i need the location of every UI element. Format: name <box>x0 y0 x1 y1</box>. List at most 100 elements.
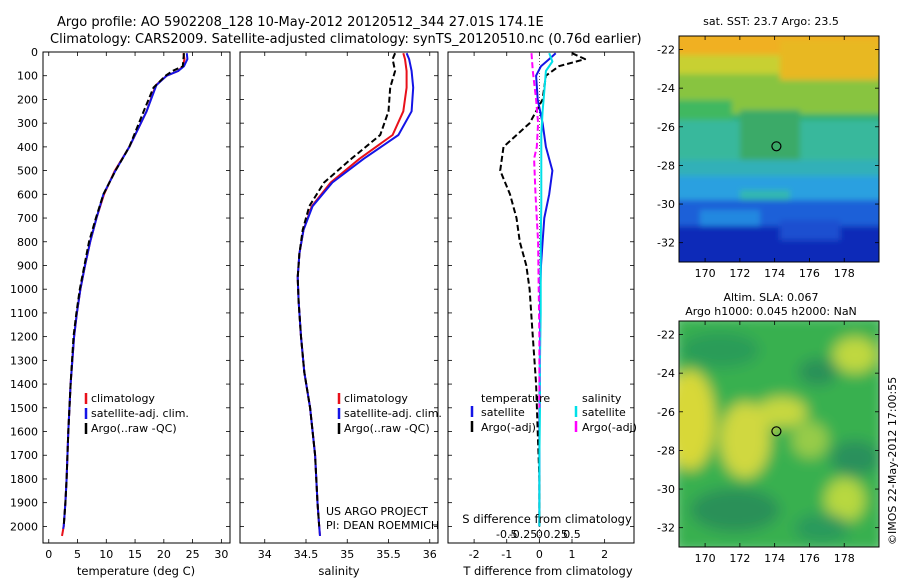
x-tick-label: 30 <box>214 548 228 561</box>
sst-map-frame <box>678 35 880 263</box>
legend-s-argo: Argo(-adj) <box>582 421 637 434</box>
map-y-tick-label: -28 <box>657 159 675 172</box>
map-y-tick-label: -22 <box>657 44 675 57</box>
legend-s-satellite: satellite <box>582 406 626 419</box>
depth-tick-label: 0 <box>31 46 38 59</box>
legend-argo: Argo(..raw -QC) <box>91 422 177 435</box>
salinity-series <box>296 52 415 536</box>
temperature-series <box>61 53 189 537</box>
map-x-tick-label: 172 <box>729 552 750 565</box>
temperature-xlabel: temperature (deg C) <box>77 564 195 578</box>
temperature-axes <box>42 51 231 544</box>
depth-tick-label: 600 <box>17 188 38 201</box>
legend-t-satellite: satellite <box>481 406 525 419</box>
depth-tick-label: 1100 <box>10 307 38 320</box>
x-tick-label: 10 <box>99 548 113 561</box>
map-x-tick-label: 172 <box>729 267 750 280</box>
map-y-tick-label: -24 <box>657 82 675 95</box>
series-line <box>530 53 541 408</box>
temperature-ticks: 0 5 10 15 20 25 30 <box>45 52 228 561</box>
depth-tick-label: 1600 <box>10 426 38 439</box>
x-tick-label: 0 <box>536 528 543 541</box>
legend-satellite: satellite-adj. clim. <box>91 407 189 420</box>
x-tick-label: -1 <box>501 548 512 561</box>
map-x-tick-label: 174 <box>764 552 785 565</box>
map-y-tick-label: -26 <box>657 406 675 419</box>
imos-credit: ©IMOS 22-May-2012 17:00:55 <box>886 377 899 545</box>
legend-climatology: climatology <box>344 392 408 405</box>
x-tick-label: 35 <box>340 548 354 561</box>
argo-location-marker <box>771 141 782 152</box>
depth-tick-label: 700 <box>17 212 38 225</box>
difference-xlabel: T difference from climatology <box>462 564 633 578</box>
difference-series <box>499 52 587 543</box>
depth-tick-label: 1700 <box>10 449 38 462</box>
difference-xlabel-top: S difference from climatology <box>462 512 632 526</box>
difference-legend: temperature salinity satellite Argo(-adj… <box>470 392 637 434</box>
map-y-tick-label: -30 <box>657 483 675 496</box>
x-tick-label: 20 <box>157 548 171 561</box>
map-y-tick-label: -28 <box>657 444 675 457</box>
x-tick-label: -0.5 <box>496 528 517 541</box>
x-tick-label: -0.25 <box>509 528 537 541</box>
depth-tick-label: 800 <box>17 236 38 249</box>
series-line <box>296 52 397 527</box>
depth-tick-label: 2000 <box>10 520 38 533</box>
x-tick-label: -2 <box>469 548 480 561</box>
sst-map-image <box>679 36 879 262</box>
map-y-tick-label: -26 <box>657 121 675 134</box>
x-tick-label: 15 <box>128 548 142 561</box>
depth-ticks: 0 100 200 300 400 500 600 700 800 900 1000 1100 1200… <box>10 46 634 533</box>
depth-tick-label: 1500 <box>10 402 38 415</box>
map-x-tick-label: 176 <box>799 552 820 565</box>
map-x-tick-label: 178 <box>834 552 855 565</box>
series-line <box>499 52 587 527</box>
map-x-tick-label: 178 <box>834 267 855 280</box>
temperature-legend: climatology satellite-adj. clim. Argo(..… <box>84 392 189 435</box>
depth-tick-label: 1900 <box>10 497 38 510</box>
sst-map-ticks: 170 172 174 176 178 -22 -24 -26 -28 -30 -32 <box>657 36 879 280</box>
x-tick-label: 36 <box>423 548 437 561</box>
map-y-tick-label: -32 <box>657 237 675 250</box>
series-line <box>62 53 185 527</box>
depth-tick-label: 300 <box>17 117 38 130</box>
salinity-ticks: 34 34.5 35 35.5 36 <box>258 52 437 561</box>
map-y-tick-label: -22 <box>657 329 675 342</box>
series-line <box>62 53 189 530</box>
map-y-tick-label: -24 <box>657 367 675 380</box>
depth-tick-label: 1200 <box>10 331 38 344</box>
map-x-tick-label: 170 <box>695 552 716 565</box>
x-tick-label: 25 <box>186 548 200 561</box>
x-tick-label: 1 <box>569 548 576 561</box>
s-difference-ticks: -0.5-0.250 0.250.5 <box>496 528 581 541</box>
x-tick-label: 0 <box>45 548 52 561</box>
depth-tick-label: 1800 <box>10 473 38 486</box>
x-tick-label: 35.5 <box>376 548 401 561</box>
map-x-tick-label: 176 <box>799 267 820 280</box>
legend-header-salinity: salinity <box>582 392 622 405</box>
map-x-tick-label: 170 <box>695 267 716 280</box>
difference-axes <box>447 51 635 544</box>
header-line2: Climatology: CARS2009. Satellite-adjuste… <box>50 32 642 47</box>
sla-map-ticks: 170 172 174 176 178 -22 -24 -26 -28 -30 -32 <box>657 321 879 565</box>
pi-annotation: PI: DEAN ROEMMICH <box>326 519 439 532</box>
salinity-axes <box>239 51 439 544</box>
depth-tick-label: 1000 <box>10 283 38 296</box>
depth-tick-label: 1400 <box>10 378 38 391</box>
legend-climatology: climatology <box>91 392 155 405</box>
map-x-tick-label: 174 <box>764 267 785 280</box>
legend-satellite: satellite-adj. clim. <box>344 407 442 420</box>
depth-tick-label: 900 <box>17 259 38 272</box>
argo-location-marker <box>771 426 782 437</box>
depth-tick-label: 400 <box>17 141 38 154</box>
series-line <box>296 52 415 536</box>
t-difference-ticks: -2 -1 0 1 2 <box>469 52 608 561</box>
legend-t-argo: Argo(-adj) <box>481 421 536 434</box>
legend-header-temperature: temperature <box>481 392 550 405</box>
x-tick-label: 2 <box>601 548 608 561</box>
x-tick-label: 34 <box>258 548 272 561</box>
depth-tick-label: 500 <box>17 165 38 178</box>
sla-map-image <box>679 321 879 547</box>
depth-tick-label: 100 <box>17 70 38 83</box>
x-tick-label: 5 <box>74 548 81 561</box>
